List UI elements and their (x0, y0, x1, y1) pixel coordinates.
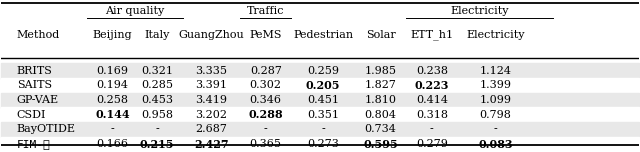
Text: 0.223: 0.223 (415, 80, 449, 91)
Bar (1, 93, 639, 108)
Text: 0.804: 0.804 (365, 110, 397, 120)
Text: -: - (156, 124, 159, 134)
Text: 3.202: 3.202 (195, 110, 227, 120)
Text: Pedestrian: Pedestrian (293, 29, 353, 40)
Text: 0.734: 0.734 (365, 124, 397, 134)
Bar (1, 78, 639, 93)
Text: Method: Method (17, 29, 60, 40)
Text: SAITS: SAITS (17, 80, 52, 90)
Text: 0.194: 0.194 (97, 80, 129, 90)
Text: 0.365: 0.365 (250, 139, 282, 149)
Text: -: - (493, 124, 497, 134)
Text: 0.273: 0.273 (307, 139, 339, 149)
Bar (1, 137, 639, 152)
Text: 0.083: 0.083 (478, 139, 513, 150)
Text: 0.302: 0.302 (250, 80, 282, 90)
Text: 0.595: 0.595 (364, 139, 398, 150)
Text: 0.414: 0.414 (416, 95, 448, 105)
Bar (1, 107, 639, 123)
Text: 0.259: 0.259 (307, 66, 339, 76)
Text: CSDI: CSDI (17, 110, 46, 120)
Text: 0.144: 0.144 (95, 109, 130, 120)
Text: 3.419: 3.419 (195, 95, 227, 105)
Text: -: - (430, 124, 434, 134)
Text: 0.205: 0.205 (306, 80, 340, 91)
Text: Traffic: Traffic (247, 6, 284, 16)
Text: 0.798: 0.798 (480, 110, 511, 120)
Text: Air quality: Air quality (105, 6, 164, 16)
Text: Electricity: Electricity (467, 29, 525, 40)
Text: 0.279: 0.279 (416, 139, 448, 149)
Text: 0.169: 0.169 (97, 66, 129, 76)
Bar (1, 63, 639, 79)
Text: 0.346: 0.346 (250, 95, 282, 105)
Text: 0.321: 0.321 (141, 66, 173, 76)
Text: 1.985: 1.985 (365, 66, 397, 76)
Text: 0.287: 0.287 (250, 66, 282, 76)
Text: BRITS: BRITS (17, 66, 52, 76)
Text: GuangZhou: GuangZhou (179, 29, 244, 40)
Text: Solar: Solar (366, 29, 396, 40)
Text: Italy: Italy (145, 29, 170, 40)
Text: 1.827: 1.827 (365, 80, 397, 90)
Text: BayOTIDE: BayOTIDE (17, 124, 76, 134)
Text: 0.166: 0.166 (97, 139, 129, 149)
Text: 0.215: 0.215 (140, 139, 175, 150)
Text: 1.399: 1.399 (479, 80, 511, 90)
Text: Electricity: Electricity (451, 6, 509, 16)
Text: 0.288: 0.288 (248, 109, 283, 120)
Text: 2.427: 2.427 (194, 139, 228, 150)
Text: 0.238: 0.238 (416, 66, 448, 76)
Text: 1.810: 1.810 (365, 95, 397, 105)
Text: 1.124: 1.124 (479, 66, 511, 76)
Text: 3.335: 3.335 (195, 66, 227, 76)
Text: -: - (111, 124, 115, 134)
Text: 2.687: 2.687 (195, 124, 227, 134)
Text: PeMS: PeMS (250, 29, 282, 40)
Text: -: - (264, 124, 268, 134)
Text: FIM-ℓ: FIM-ℓ (17, 139, 51, 149)
Text: GP-VAE: GP-VAE (17, 95, 59, 105)
Text: 0.453: 0.453 (141, 95, 173, 105)
Text: 0.351: 0.351 (307, 110, 339, 120)
Text: 3.391: 3.391 (195, 80, 227, 90)
Text: ETT_h1: ETT_h1 (410, 29, 453, 40)
Text: 0.958: 0.958 (141, 110, 173, 120)
Text: 1.099: 1.099 (479, 95, 511, 105)
Text: 0.451: 0.451 (307, 95, 339, 105)
Bar (1, 122, 639, 138)
Text: -: - (321, 124, 325, 134)
Text: 0.318: 0.318 (416, 110, 448, 120)
Text: Beijing: Beijing (93, 29, 132, 40)
Text: 0.258: 0.258 (97, 95, 129, 105)
Text: 0.285: 0.285 (141, 80, 173, 90)
